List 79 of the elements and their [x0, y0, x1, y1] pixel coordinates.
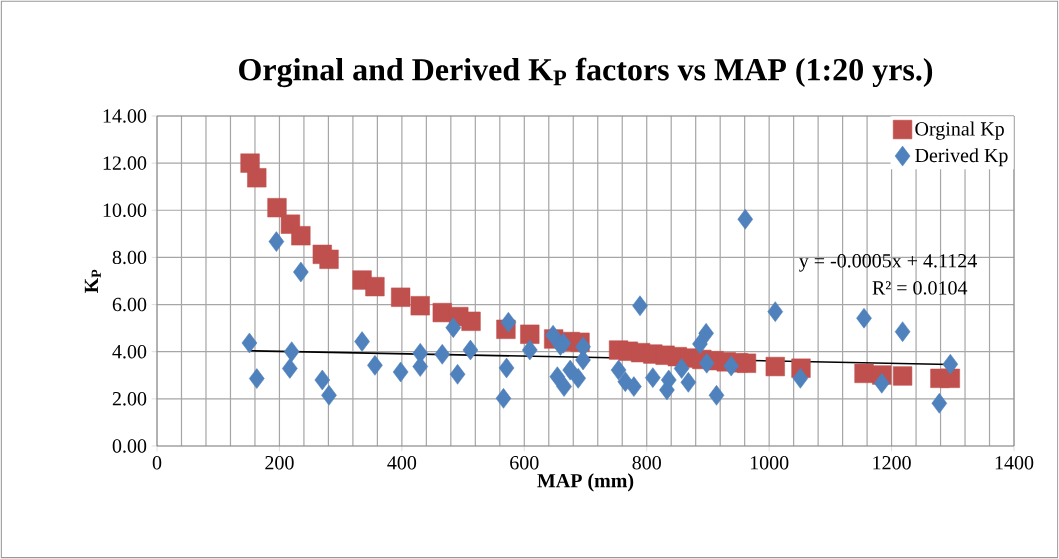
x-tick-label: 800: [632, 456, 661, 470]
y-tick-label: 12.00: [103, 156, 147, 170]
x-tick-label: 400: [387, 456, 417, 470]
y-tick-label: 4.00: [112, 344, 147, 359]
point: [495, 388, 512, 409]
legend-label: Derived Kp: [915, 148, 1008, 167]
legend-label: Orginal Kp: [915, 121, 1004, 140]
point: [282, 358, 298, 379]
point: [412, 356, 428, 377]
y-tick-label: 0.00: [112, 439, 147, 453]
point: [894, 321, 911, 342]
x-tick-label: 600: [510, 456, 539, 470]
annotation: R² = 0.0104: [872, 281, 968, 295]
point: [610, 359, 627, 381]
point: [434, 344, 451, 365]
point: [942, 353, 959, 375]
point: [522, 339, 538, 361]
point: [462, 339, 479, 361]
point: [723, 355, 739, 377]
point: [283, 341, 300, 362]
point: [792, 368, 809, 389]
point: [692, 333, 708, 355]
point: [461, 311, 481, 331]
point: [940, 368, 960, 388]
point: [354, 331, 370, 352]
chart-title: Orginal and Derived K$_{P}$ factors vs MAP (1:20 yrs.): [239, 57, 933, 88]
x-tick-label: 1400: [995, 456, 1034, 470]
point: [767, 301, 784, 322]
point: [856, 307, 872, 329]
point: [241, 332, 258, 354]
point: [410, 296, 430, 316]
x-tick-label: 1200: [873, 456, 911, 470]
point: [520, 324, 540, 344]
point: [445, 317, 462, 338]
y-tick-label: 2.00: [112, 392, 147, 406]
x-tick-label: 200: [265, 456, 294, 470]
y-tick-label: 14.00: [103, 109, 147, 123]
point: [449, 364, 466, 385]
point: [673, 358, 690, 379]
x-axis-title: MAP (mm): [537, 473, 634, 492]
y-tick-label: 10.00: [103, 203, 147, 218]
point: [626, 376, 642, 397]
point: [556, 376, 572, 397]
point: [632, 295, 648, 317]
point: [736, 353, 757, 373]
point: [874, 373, 890, 394]
point: [854, 363, 874, 383]
point: [698, 352, 715, 374]
y-axis-title: K$_{P}$: [84, 269, 101, 294]
annotation: y = -0.0005x + 4.1124: [799, 254, 977, 272]
point: [367, 355, 383, 376]
point: [931, 393, 948, 414]
point: [319, 249, 339, 269]
point: [392, 361, 409, 383]
y-tick-label: 6.00: [112, 297, 147, 312]
point: [698, 323, 714, 344]
point: [498, 357, 515, 379]
point: [892, 366, 913, 386]
point: [680, 372, 697, 393]
point: [645, 367, 661, 388]
point: [391, 287, 411, 307]
x-tick-label: 0: [152, 456, 162, 470]
point: [291, 226, 311, 246]
point: [293, 261, 309, 283]
point: [249, 368, 265, 389]
point: [267, 198, 287, 218]
point: [247, 168, 267, 188]
point: [321, 385, 337, 406]
point: [314, 369, 331, 391]
point: [737, 208, 754, 230]
point: [570, 368, 586, 389]
point: [545, 324, 561, 346]
point: [365, 277, 385, 297]
point: [500, 311, 517, 333]
y-tick-label: 8.00: [112, 250, 147, 265]
x-tick-label: 1000: [750, 456, 789, 470]
point: [268, 231, 285, 252]
point: [765, 356, 785, 377]
point: [708, 385, 725, 406]
